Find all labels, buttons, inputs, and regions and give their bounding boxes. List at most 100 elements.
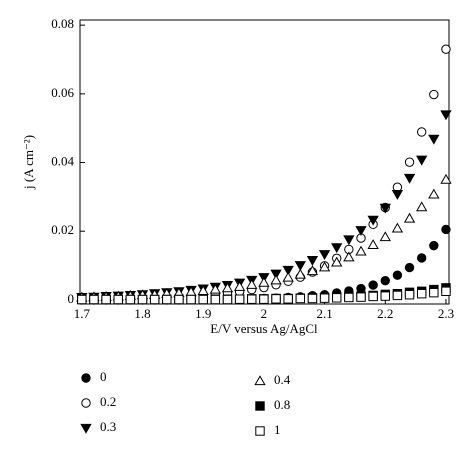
data-point — [391, 222, 404, 233]
data-point — [344, 292, 354, 303]
data-point — [392, 270, 403, 280]
y-tick-label: 0.02 — [51, 222, 74, 237]
legend-marker — [255, 401, 265, 411]
data-point — [331, 243, 343, 254]
data-point — [294, 268, 306, 279]
data-point — [282, 271, 294, 282]
legend-marker — [80, 423, 92, 434]
data-point — [113, 294, 123, 305]
data-point — [332, 293, 342, 303]
data-point — [429, 89, 439, 100]
data-point — [209, 283, 222, 294]
data-point — [379, 231, 391, 242]
data-point — [403, 173, 416, 184]
data-point — [174, 294, 184, 305]
data-point — [416, 127, 427, 137]
data-point — [233, 281, 246, 291]
data-point — [247, 294, 257, 304]
data-point — [221, 282, 234, 293]
data-point — [89, 294, 99, 305]
data-point — [428, 134, 440, 145]
data-point — [282, 265, 294, 276]
data-point — [355, 226, 367, 236]
data-point — [270, 274, 282, 285]
data-point — [367, 215, 379, 226]
data-point — [258, 276, 270, 287]
data-point — [368, 280, 378, 290]
legend-label: 0.2 — [100, 394, 116, 409]
data-point — [186, 294, 196, 305]
data-point — [440, 173, 452, 184]
y-tick-label: 0 — [68, 291, 75, 306]
x-tick-label: 2.1 — [316, 306, 332, 321]
data-point — [271, 294, 281, 304]
data-point — [379, 203, 391, 214]
data-point — [367, 239, 379, 250]
legend-label: 0.4 — [274, 372, 291, 387]
data-point — [404, 157, 415, 167]
data-point — [356, 292, 366, 302]
data-point — [283, 294, 293, 304]
data-point — [416, 288, 427, 299]
data-point — [428, 188, 440, 199]
x-axis-label: E/V versus Ag/AgCl — [210, 321, 318, 336]
plot-frame — [79, 19, 450, 305]
legend-marker — [254, 375, 266, 386]
y-tick-label: 0.04 — [51, 153, 74, 168]
data-point — [210, 294, 221, 305]
legend-label: 1 — [274, 422, 281, 437]
data-point — [380, 275, 390, 286]
x-tick-label: 1.8 — [134, 306, 150, 321]
data-point — [306, 255, 319, 266]
data-point — [149, 294, 160, 305]
data-point — [416, 253, 427, 263]
data-point — [234, 294, 245, 304]
data-point — [307, 293, 318, 304]
data-point — [404, 262, 415, 273]
legend-marker — [81, 398, 91, 408]
data-point — [380, 291, 390, 301]
legend-label: 0.3 — [100, 419, 116, 434]
data-point — [416, 155, 428, 166]
data-point — [270, 269, 282, 280]
data-point — [416, 201, 428, 212]
data-point — [294, 261, 306, 272]
data-point — [404, 290, 415, 300]
data-point — [392, 290, 403, 301]
legend-label: 0 — [100, 369, 107, 384]
data-point — [441, 286, 451, 296]
data-point — [318, 261, 331, 272]
data-point — [440, 110, 452, 121]
data-point — [319, 293, 330, 303]
data-point — [343, 235, 355, 246]
data-point — [441, 44, 451, 54]
data-point — [429, 287, 439, 298]
y-axis-label: j (A cm⁻²) — [21, 135, 36, 190]
data-point — [198, 294, 208, 305]
x-tick-label: 1.7 — [74, 306, 91, 321]
data-point — [77, 294, 87, 305]
legend-marker — [81, 373, 91, 383]
data-point — [222, 294, 233, 305]
data-point — [197, 285, 209, 296]
data-point — [441, 224, 451, 235]
data-point — [391, 190, 404, 200]
data-point — [306, 265, 319, 276]
y-tick-label: 0.08 — [51, 16, 74, 31]
legend-marker — [255, 426, 265, 436]
data-point — [318, 250, 331, 261]
data-point — [368, 291, 378, 302]
data-point — [295, 293, 306, 304]
data-point — [101, 294, 111, 305]
legend-label: 0.8 — [274, 397, 290, 412]
data-point — [162, 294, 172, 305]
y-tick-label: 0.06 — [51, 85, 74, 100]
x-tick-label: 2.2 — [377, 306, 393, 321]
data-point — [125, 294, 136, 305]
data-point — [355, 245, 367, 256]
x-tick-label: 1.9 — [195, 306, 211, 321]
data-point — [137, 294, 148, 305]
x-tick-label: 2 — [261, 306, 268, 321]
data-point — [331, 256, 343, 267]
